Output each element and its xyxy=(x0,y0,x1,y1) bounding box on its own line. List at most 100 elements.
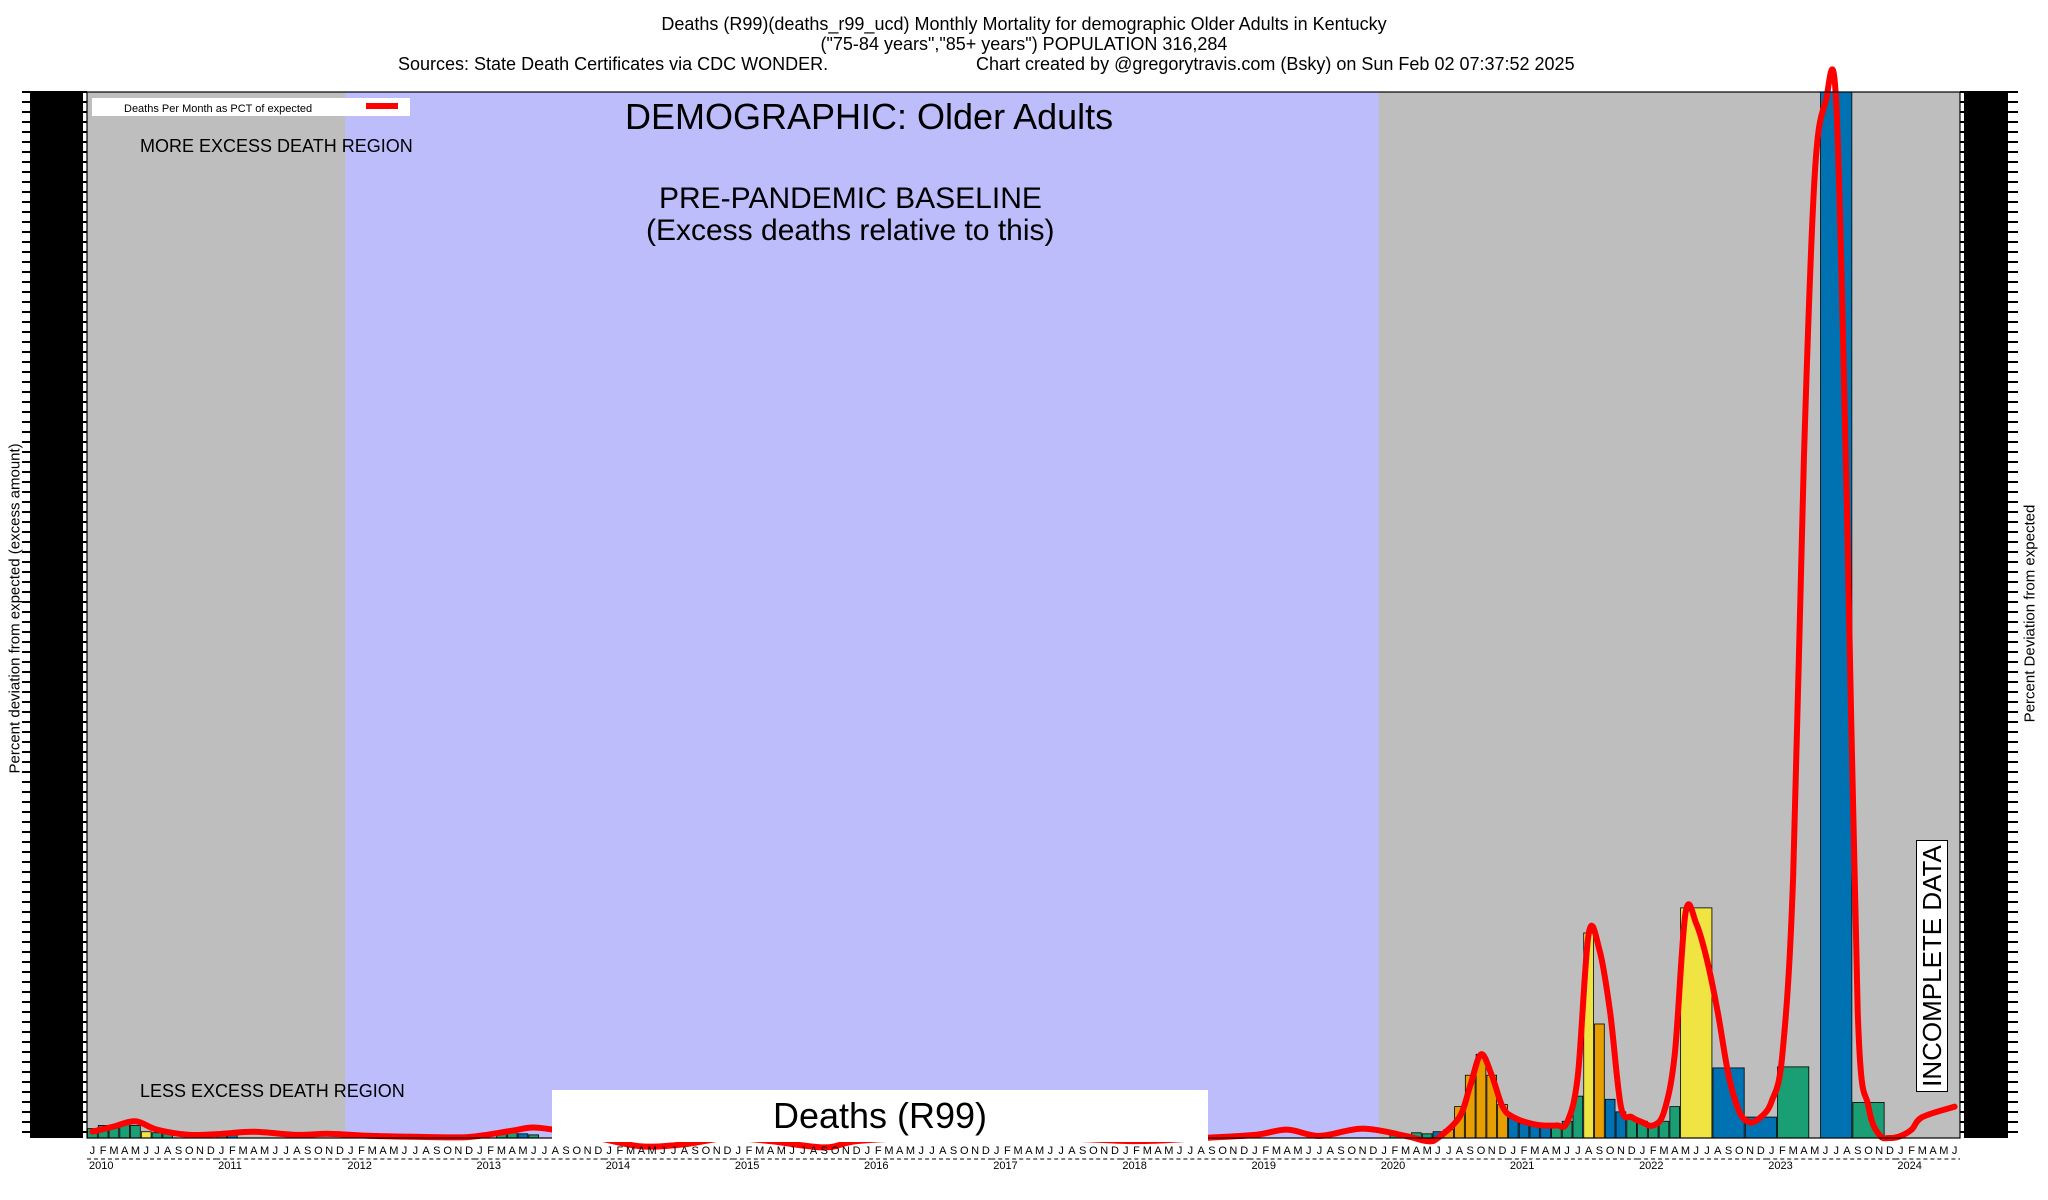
x-tick-label: N xyxy=(454,1145,462,1157)
chart-subtitle: ("75-84 years","85+ years") POPULATION 3… xyxy=(820,34,1228,54)
x-year-label: 2023 xyxy=(1768,1160,1792,1172)
x-year-label: 2019 xyxy=(1252,1160,1276,1172)
x-tick-label: M xyxy=(1918,1145,1927,1157)
x-tick-label: O xyxy=(1089,1145,1098,1157)
x-tick-label: N xyxy=(713,1145,721,1157)
x-tick-label: D xyxy=(1886,1145,1894,1157)
bar xyxy=(1777,1066,1810,1139)
x-tick-label: A xyxy=(293,1145,301,1157)
x-tick-label: D xyxy=(1369,1145,1377,1157)
x-tick-label: O xyxy=(702,1145,711,1157)
x-tick-label: F xyxy=(1650,1145,1657,1157)
x-tick-label: J xyxy=(477,1145,483,1157)
x-tick-label: A xyxy=(1284,1145,1292,1157)
x-tick-label: M xyxy=(238,1145,247,1157)
x-tick-label: A xyxy=(250,1145,258,1157)
x-tick-label: N xyxy=(1100,1145,1108,1157)
x-tick-label: M xyxy=(368,1145,377,1157)
x-tick-label: S xyxy=(1854,1145,1861,1157)
x-tick-label: A xyxy=(164,1145,172,1157)
x-tick-label: J xyxy=(865,1145,871,1157)
x-tick-label: J xyxy=(1317,1145,1323,1157)
x-tick-label: J xyxy=(1177,1145,1183,1157)
x-tick-label: O xyxy=(1348,1145,1357,1157)
x-tick-label: M xyxy=(1164,1145,1173,1157)
x-year-label: 2024 xyxy=(1897,1160,1921,1172)
baseline-region xyxy=(345,92,1379,1138)
x-tick-label: A xyxy=(767,1145,775,1157)
x-tick-label: D xyxy=(1111,1145,1119,1157)
x-tick-label: D xyxy=(1757,1145,1765,1157)
x-tick-label: F xyxy=(100,1145,107,1157)
x-tick-label: D xyxy=(207,1145,215,1157)
x-tick-label: J xyxy=(1048,1145,1054,1157)
bar xyxy=(130,1125,141,1139)
x-tick-label: J xyxy=(1435,1145,1441,1157)
x-tick-label: J xyxy=(1188,1145,1194,1157)
x-tick-label: J xyxy=(918,1145,924,1157)
x-tick-label: J xyxy=(1694,1145,1700,1157)
x-tick-label: M xyxy=(1659,1145,1668,1157)
x-year-label: 2022 xyxy=(1639,1160,1663,1172)
legend-box xyxy=(92,98,410,116)
x-year-label: 2020 xyxy=(1381,1160,1405,1172)
x-tick-label: D xyxy=(336,1145,344,1157)
x-tick-label: J xyxy=(413,1145,419,1157)
x-year-label: 2012 xyxy=(347,1160,371,1172)
x-tick-label: S xyxy=(433,1145,440,1157)
y-axis-right-ticks xyxy=(1960,91,2018,1138)
x-tick-label: D xyxy=(594,1145,602,1157)
x-tick-label: F xyxy=(1392,1145,1399,1157)
x-tick-label: S xyxy=(950,1145,957,1157)
x-tick-label: J xyxy=(1898,1145,1904,1157)
x-tick-label: A xyxy=(379,1145,387,1157)
x-tick-label: O xyxy=(831,1145,840,1157)
x-tick-label: M xyxy=(1530,1145,1539,1157)
x-tick-label: M xyxy=(884,1145,893,1157)
chart-title: Deaths (R99)(deaths_r99_ucd) Monthly Mor… xyxy=(661,14,1387,34)
x-tick-label: N xyxy=(584,1145,592,1157)
x-tick-label: S xyxy=(821,1145,828,1157)
x-tick-label: A xyxy=(1413,1145,1421,1157)
x-tick-label: J xyxy=(1058,1145,1064,1157)
x-tick-label: A xyxy=(552,1145,560,1157)
x-tick-label: J xyxy=(402,1145,408,1157)
incomplete-data-label: INCOMPLETE DATA xyxy=(1916,840,1948,1092)
x-tick-label: M xyxy=(1272,1145,1281,1157)
x-tick-label: A xyxy=(509,1145,517,1157)
x-tick-label: M xyxy=(1014,1145,1023,1157)
x-tick-label: M xyxy=(1035,1145,1044,1157)
x-tick-label: A xyxy=(1456,1145,1464,1157)
x-tick-label: N xyxy=(842,1145,850,1157)
less-excess-region-label: LESS EXCESS DEATH REGION xyxy=(140,1081,405,1101)
x-tick-label: F xyxy=(616,1145,623,1157)
x-tick-label: A xyxy=(939,1145,947,1157)
x-year-label: 2018 xyxy=(1122,1160,1146,1172)
x-tick-label: J xyxy=(671,1145,677,1157)
x-tick-label: M xyxy=(1143,1145,1152,1157)
x-tick-label: A xyxy=(1843,1145,1851,1157)
x-tick-label: A xyxy=(1327,1145,1335,1157)
x-tick-label: A xyxy=(1800,1145,1808,1157)
x-tick-label: O xyxy=(314,1145,323,1157)
bar xyxy=(1594,1023,1605,1139)
x-year-label: 2021 xyxy=(1510,1160,1534,1172)
legend: Deaths Per Month as PCT of expected xyxy=(92,98,410,116)
x-tick-label: M xyxy=(777,1145,786,1157)
x-tick-label: A xyxy=(638,1145,646,1157)
x-tick-label: S xyxy=(692,1145,699,1157)
x-tick-label: N xyxy=(971,1145,979,1157)
x-tick-label: S xyxy=(1596,1145,1603,1157)
x-tick-label: D xyxy=(724,1145,732,1157)
x-tick-label: M xyxy=(1552,1145,1561,1157)
x-year-label: 2017 xyxy=(993,1160,1017,1172)
x-tick-label: A xyxy=(422,1145,430,1157)
x-year-label: 2016 xyxy=(864,1160,888,1172)
x-tick-label: D xyxy=(465,1145,473,1157)
x-tick-label: J xyxy=(1446,1145,1452,1157)
x-tick-label: A xyxy=(1154,1145,1162,1157)
x-tick-label: N xyxy=(1359,1145,1367,1157)
x-tick-label: J xyxy=(1575,1145,1581,1157)
